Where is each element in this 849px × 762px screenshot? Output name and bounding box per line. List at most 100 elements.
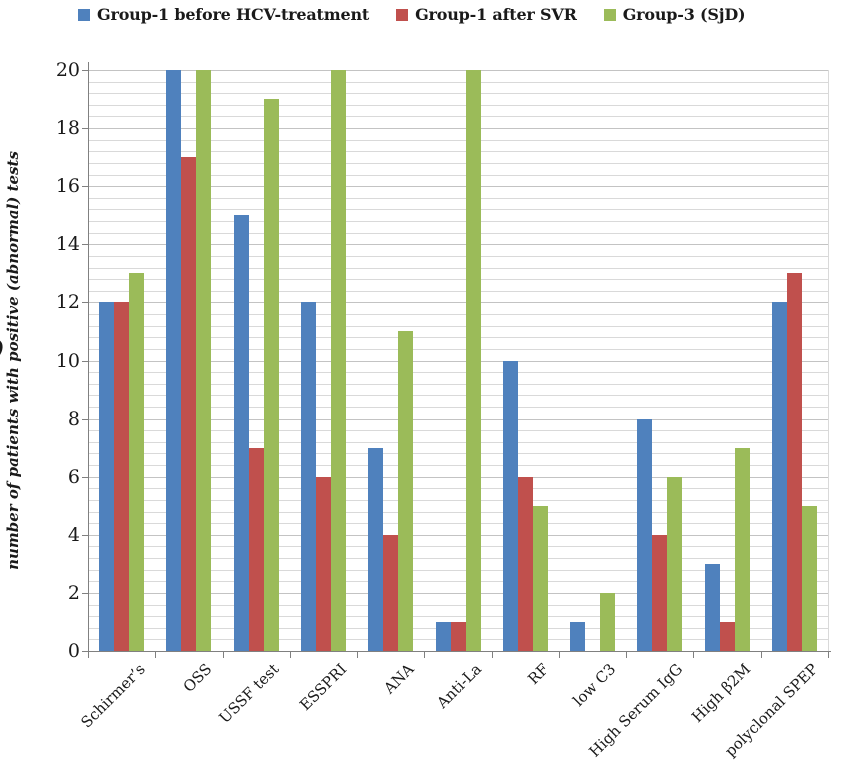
bar: [196, 70, 212, 651]
gridline: [88, 430, 828, 432]
y-tick-label: 10: [55, 349, 80, 372]
x-axis-tick: [828, 652, 829, 658]
gridline: [88, 128, 828, 130]
y-tick-label: 2: [67, 581, 80, 604]
bar: [300, 302, 316, 651]
y-axis-tick: [82, 186, 88, 188]
gridline: [88, 511, 828, 513]
gridline: [88, 267, 828, 269]
bar: [129, 273, 145, 651]
gridline: [88, 174, 828, 176]
x-category-label: RF: [523, 660, 553, 689]
chart-legend: Group-1 before HCV-treatment Group-1 afte…: [78, 5, 746, 24]
gridline: [88, 581, 828, 583]
bar: [315, 476, 331, 651]
bar: [570, 621, 586, 651]
cropped-edge-fragment: ): [0, 336, 4, 362]
gridline: [88, 116, 828, 118]
gridline: [88, 221, 828, 223]
x-axis-tick: [357, 652, 359, 658]
bar: [517, 476, 533, 651]
bar: [465, 70, 481, 651]
gridline: [88, 604, 828, 606]
x-category-label: low C3: [569, 660, 620, 710]
y-tick-label: 0: [67, 640, 80, 662]
gridline: [88, 337, 828, 339]
y-tick-label: 20: [55, 59, 80, 81]
gridline: [88, 81, 828, 83]
x-category-label: High β2M: [687, 660, 754, 727]
x-axis-tick: [289, 652, 291, 658]
y-tick-label: 14: [55, 233, 80, 256]
bar: [786, 273, 802, 651]
y-tick-label: 6: [67, 465, 80, 488]
gridline: [88, 186, 828, 188]
legend-swatch-icon: [78, 8, 90, 21]
gridline: [88, 314, 828, 316]
x-axis-tick: [155, 652, 157, 658]
gridline: [88, 302, 828, 304]
legend-label: Group-1 before HCV-treatment: [97, 5, 370, 24]
gridline: [88, 360, 828, 362]
x-category-label: ESSPRI: [296, 660, 351, 715]
gridline: [88, 279, 828, 281]
y-axis-tick: [82, 592, 88, 594]
legend-item: Group-1 before HCV-treatment: [78, 5, 369, 24]
bar: [383, 534, 399, 651]
bar: [248, 447, 264, 651]
bar: [263, 99, 279, 651]
gridline: [88, 406, 828, 408]
gridline: [88, 465, 828, 467]
y-axis-tick: [82, 244, 88, 246]
x-axis-tick: [760, 652, 762, 658]
bar: [704, 563, 720, 651]
gridline: [88, 70, 828, 71]
gridline: [88, 151, 828, 153]
gridline: [88, 372, 828, 374]
gridline: [88, 93, 828, 95]
bar: [398, 331, 414, 651]
plot-area: [88, 70, 828, 651]
bar: [450, 621, 466, 651]
legend-item: Group-1 after SVR: [396, 5, 577, 24]
x-axis-line: [85, 651, 831, 652]
gridline: [88, 232, 828, 234]
gridline: [88, 162, 828, 164]
gridline: [88, 592, 828, 594]
x-axis-tick: [88, 652, 89, 658]
gridline: [88, 290, 828, 292]
x-category-label: Schirmer’s: [76, 660, 149, 732]
gridline: [88, 569, 828, 571]
y-axis-tick: [82, 651, 88, 652]
y-tick-label: 12: [55, 291, 80, 314]
y-axis-tick: [82, 302, 88, 304]
bar: [435, 621, 451, 651]
bar: [801, 505, 817, 651]
y-axis-tick: [82, 476, 88, 478]
gridline: [88, 453, 828, 455]
gridline: [88, 395, 828, 397]
y-axis-tick: [82, 418, 88, 420]
bar: [166, 70, 182, 651]
gridline: [88, 441, 828, 443]
y-axis-title: number of patients with positive (abnorm…: [4, 151, 22, 570]
x-axis-tick: [424, 652, 426, 658]
gridline: [88, 476, 828, 478]
bar: [734, 447, 750, 651]
gridline: [88, 523, 828, 525]
gridline: [88, 534, 828, 536]
gridline: [88, 616, 828, 618]
bar: [233, 215, 249, 651]
y-tick-label: 4: [67, 523, 80, 546]
legend-swatch-icon: [603, 8, 616, 21]
x-axis-tick: [693, 652, 695, 658]
legend-label: Group-1 after SVR: [415, 5, 577, 24]
gridline: [88, 139, 828, 141]
gridline: [88, 488, 828, 490]
gridline: [88, 383, 828, 385]
bar: [600, 592, 616, 651]
x-axis-tick: [491, 652, 493, 658]
legend-label: Group-3 (SjD): [622, 5, 746, 24]
bar: [114, 302, 130, 651]
gridline: [88, 325, 828, 327]
